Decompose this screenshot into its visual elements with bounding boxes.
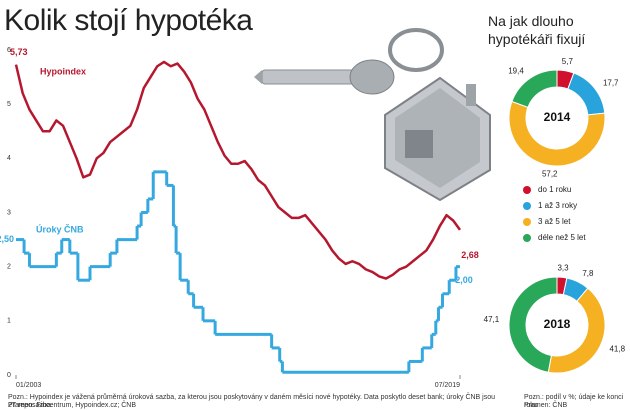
donut-segment xyxy=(511,69,558,108)
donut-segment xyxy=(567,72,606,116)
value-label: 2,68 xyxy=(461,250,479,260)
x-tick-label: 01/2003 xyxy=(16,382,41,389)
legend-swatch xyxy=(523,234,531,242)
donut-segment xyxy=(508,276,558,373)
value-label: 3,3 xyxy=(557,263,569,272)
legend-label: 1 až 3 roky xyxy=(538,201,577,210)
value-label: 47,1 xyxy=(484,315,500,324)
legend-swatch xyxy=(523,218,531,226)
legend-label: do 1 roku xyxy=(538,185,571,194)
y-tick-label: 1 xyxy=(7,318,11,325)
y-tick-label: 2 xyxy=(7,264,11,271)
value-label: 5,73 xyxy=(10,47,28,57)
legend-swatch xyxy=(523,202,531,210)
source: Pramen: ČNB xyxy=(524,402,568,409)
footnote: Pozn.: podíl v %; údaje ke konci roku xyxy=(524,394,624,409)
x-tick-label: 07/2019 xyxy=(435,382,460,389)
value-label: 57,2 xyxy=(542,170,558,179)
y-tick-label: 3 xyxy=(7,209,11,216)
series-line xyxy=(14,60,462,280)
y-tick-label: 0 xyxy=(7,372,11,379)
value-label: 5,7 xyxy=(562,57,574,66)
donut-segment xyxy=(508,100,606,167)
y-tick-label: 6 xyxy=(7,47,11,54)
series-label: Úroky ČNB xyxy=(36,223,84,234)
value-label: 19,4 xyxy=(508,66,524,75)
value-label: 2,50 xyxy=(0,234,14,244)
donut-title: Na jak dlouho hypotékáři fixují xyxy=(488,13,586,47)
footnote: Pozn.: Hypoindex je vážená průměrná úrok… xyxy=(8,394,496,409)
series-label: Hypoindex xyxy=(40,66,86,76)
main-title: Kolik stojí hypotéka xyxy=(4,4,253,37)
legend-swatch xyxy=(523,186,531,194)
keys-illustration xyxy=(254,28,491,202)
donut-center-label: 2014 xyxy=(544,110,571,124)
donut-center-label: 2018 xyxy=(544,317,571,331)
value-label: 41,8 xyxy=(609,344,625,353)
y-tick-label: 5 xyxy=(7,101,11,108)
value-label: 7,8 xyxy=(582,269,594,278)
legend-label: 3 až 5 let xyxy=(538,217,571,226)
value-label: 2,00 xyxy=(455,275,473,285)
legend-label: déle než 5 let xyxy=(538,233,586,242)
source: Pramen: Fincentrum, Hypoindex.cz; ČNB xyxy=(8,402,136,409)
y-tick-label: 4 xyxy=(7,155,11,162)
value-label: 17,7 xyxy=(603,78,619,87)
